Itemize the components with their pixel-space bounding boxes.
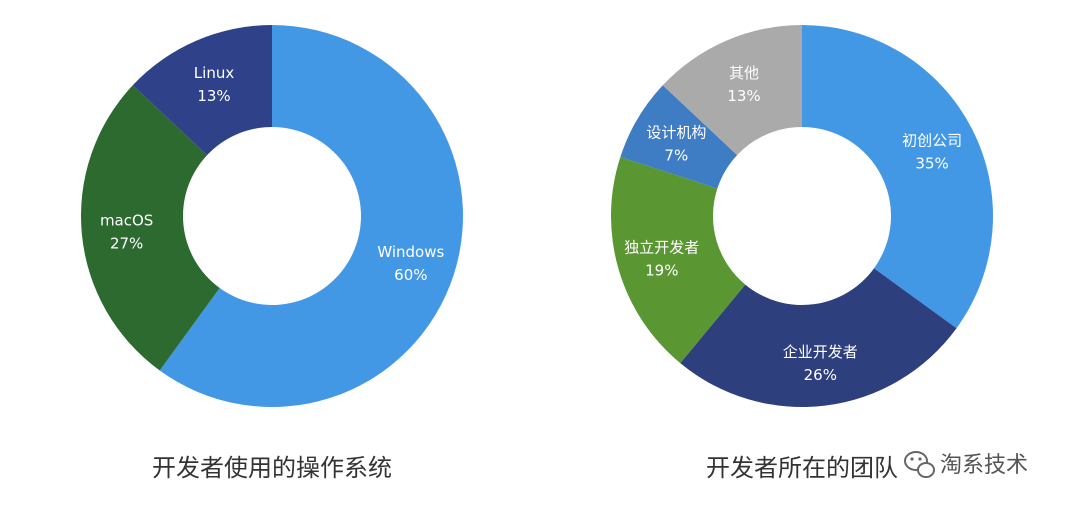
slice-name-label: 其他 <box>729 64 759 82</box>
slice-percent-label: 27% <box>110 235 143 253</box>
slice-slice-4 <box>662 25 802 156</box>
slice-name-label: 独立开发者 <box>624 239 699 257</box>
slice-linux <box>132 25 272 156</box>
team-donut-chart: 初创公司 35% 企业开发者 26% 独立开发者 19% 设计机构 7% 其他 13% <box>611 25 993 407</box>
slice-percent-label: 19% <box>645 262 678 280</box>
slice-slice-0 <box>802 25 993 329</box>
watermark: 淘系技术 <box>904 451 1028 478</box>
slice-slice-1 <box>680 268 957 407</box>
slice-slice-3 <box>620 85 738 189</box>
slice-name-label: Windows <box>377 243 444 261</box>
os-chart-title: 开发者使用的操作系统 <box>152 454 392 482</box>
slice-name-label: macOS <box>100 212 153 230</box>
watermark-text: 淘系技术 <box>940 453 1028 478</box>
slice-percent-label: 13% <box>727 87 760 105</box>
slice-percent-label: 35% <box>915 155 948 173</box>
slice-percent-label: 13% <box>197 87 230 105</box>
slice-name-label: 设计机构 <box>646 124 706 142</box>
slice-macos <box>81 85 220 371</box>
wechat-icon <box>904 451 935 478</box>
slice-name-label: 企业开发者 <box>783 343 858 361</box>
slice-percent-label: 7% <box>664 147 688 165</box>
slice-percent-label: 26% <box>804 366 837 384</box>
slice-percent-label: 60% <box>394 266 427 284</box>
slice-windows <box>159 25 463 407</box>
team-chart-title: 开发者所在的团队 <box>706 454 898 482</box>
slice-slice-2 <box>611 156 746 364</box>
os-donut-chart: Windows 60% macOS 27% Linux 13% <box>81 25 463 407</box>
slice-name-label: 初创公司 <box>902 132 962 150</box>
slice-name-label: Linux <box>194 64 235 82</box>
